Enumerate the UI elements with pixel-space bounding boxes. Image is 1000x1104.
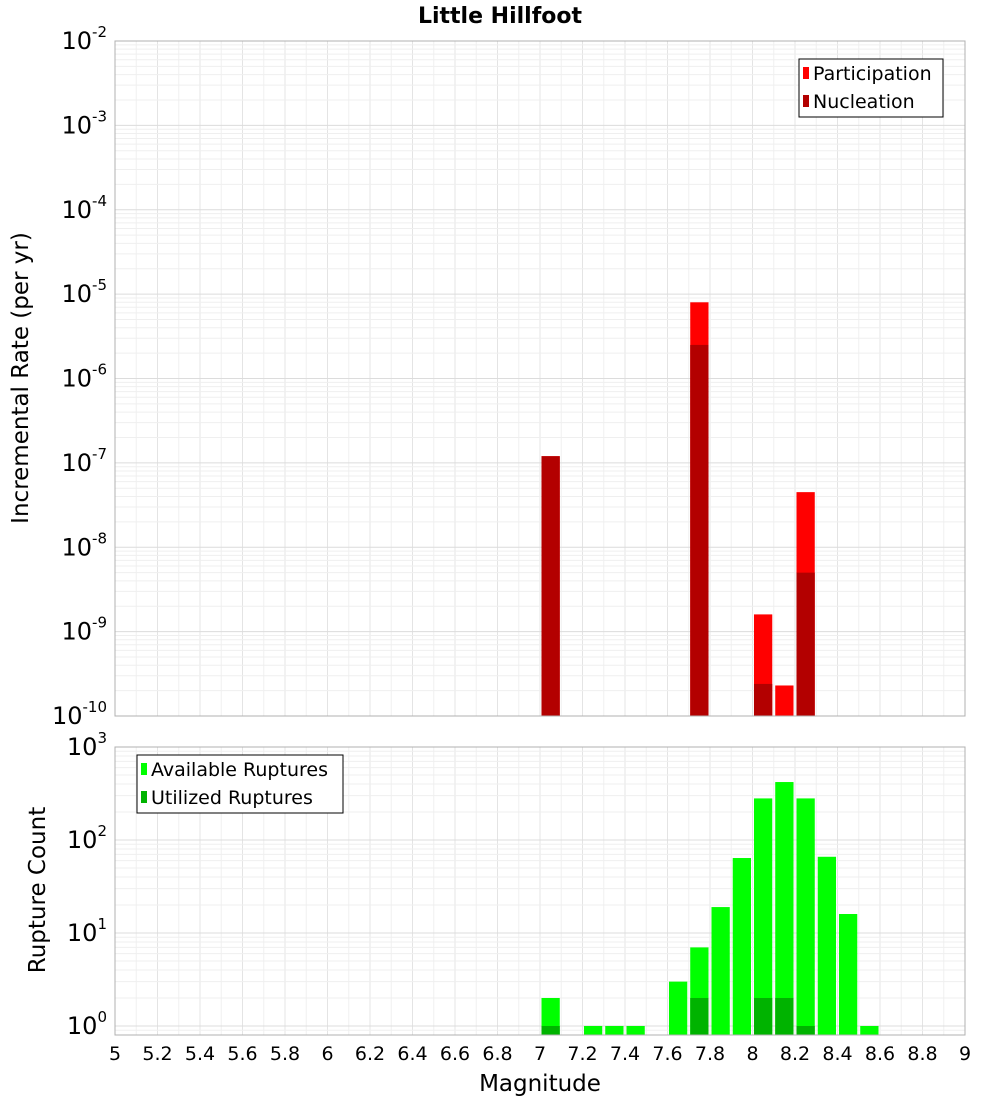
x-tick-label: 6.2 [355, 1043, 385, 1065]
top-y-tick-label: 10-10 [52, 698, 107, 730]
x-tick-label: 8.2 [780, 1043, 810, 1065]
x-tick-label: 5.6 [227, 1043, 257, 1065]
x-tick-label: 7.2 [567, 1043, 597, 1065]
bottom-bar-series1 [775, 782, 794, 1035]
x-tick-label: 7.8 [695, 1043, 725, 1065]
top-y-tick-label: 10-9 [61, 614, 107, 646]
bottom-legend-label: Available Ruptures [151, 759, 328, 781]
top-y-axis-label: Incremental Rate (per yr) [8, 232, 34, 524]
top-y-tick-label: 10-3 [61, 107, 107, 139]
x-tick-label: 8 [746, 1043, 758, 1065]
x-axis-label: Magnitude [479, 1071, 601, 1097]
bottom-legend-swatch [141, 791, 147, 803]
x-tick-label: 6 [321, 1043, 333, 1065]
bottom-y-axis-label: Rupture Count [25, 807, 51, 973]
bottom-bar-series1 [541, 997, 560, 1035]
bottom-bar-series2 [753, 997, 773, 1035]
top-bar-series2 [753, 683, 773, 716]
bottom-bar-series1 [796, 798, 815, 1035]
bottom-bar-series1 [668, 981, 688, 1035]
x-tick-label: 5 [109, 1043, 121, 1065]
x-tick-label: 6.8 [482, 1043, 512, 1065]
bottom-legend-box [136, 754, 344, 814]
top-y-tick-label: 10-5 [61, 276, 107, 308]
bottom-bar-series1 [838, 914, 858, 1035]
bottom-bar-series2 [796, 1025, 815, 1035]
bottom-bar-series1 [583, 1025, 603, 1035]
x-tick-label: 8.6 [865, 1043, 895, 1065]
top-bar-series2 [541, 456, 560, 716]
bottom-legend-label: Utilized Ruptures [151, 787, 313, 809]
top-plot-border [114, 40, 966, 717]
bottom-bar-series1 [626, 1025, 645, 1035]
bottom-bar-series1 [605, 1025, 624, 1035]
bottom-bar-series1 [860, 1025, 879, 1035]
x-tick-label: 6.4 [397, 1043, 427, 1065]
bottom-y-tick-label: 100 [67, 1008, 107, 1040]
bottom-bar-series1 [732, 858, 752, 1035]
bottom-y-tick-label: 103 [67, 729, 107, 761]
bottom-bar-series1 [711, 907, 730, 1035]
bottom-legend-swatch [141, 763, 147, 775]
top-y-tick-label: 10-6 [61, 361, 107, 393]
x-tick-label: 5.2 [142, 1043, 172, 1065]
top-y-tick-label: 10-8 [61, 529, 107, 561]
bottom-y-tick-label: 102 [67, 822, 107, 854]
x-tick-label: 7 [534, 1043, 546, 1065]
top-y-tick-label: 10-2 [61, 23, 107, 55]
bottom-bar-series1 [753, 798, 773, 1035]
x-tick-label: 9 [959, 1043, 971, 1065]
x-tick-label: 7.4 [610, 1043, 640, 1065]
top-y-tick-label: 10-7 [61, 445, 107, 477]
bottom-bar-series2 [541, 1025, 560, 1035]
x-tick-label: 5.8 [270, 1043, 300, 1065]
x-tick-label: 6.6 [440, 1043, 470, 1065]
x-tick-label: 7.6 [652, 1043, 682, 1065]
top-bar-series1 [775, 685, 794, 716]
bottom-plot-border [114, 746, 966, 1036]
top-bar-series2 [796, 572, 815, 716]
bottom-bar-series2 [690, 997, 709, 1035]
x-tick-label: 8.8 [907, 1043, 937, 1065]
x-tick-label: 5.4 [185, 1043, 215, 1065]
top-legend-swatch [803, 95, 809, 107]
top-legend-box [798, 58, 944, 118]
x-tick-label: 8.4 [822, 1043, 852, 1065]
top-legend-label: Participation [813, 63, 932, 85]
bottom-bar-series2 [775, 997, 794, 1035]
top-legend-swatch [803, 67, 809, 79]
chart-title: Little Hillfoot [418, 4, 583, 29]
bottom-bar-series1 [817, 856, 837, 1035]
top-legend-label: Nucleation [813, 91, 915, 113]
top-bar-series2 [690, 344, 709, 716]
bottom-y-tick-label: 101 [67, 915, 107, 947]
top-y-tick-label: 10-4 [61, 192, 107, 224]
